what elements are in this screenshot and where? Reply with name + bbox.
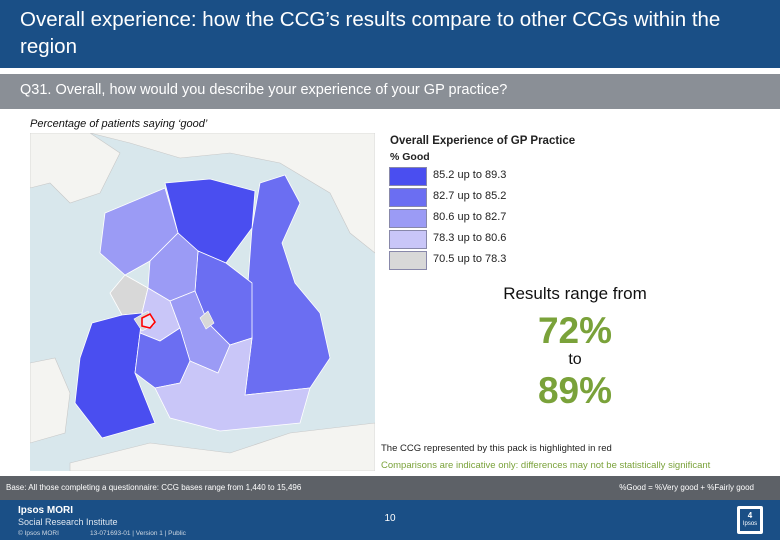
legend-swatch	[389, 167, 427, 186]
legend-label: 70.5 up to 78.3	[433, 253, 507, 265]
region-south-west	[74, 312, 156, 439]
ipsos-icon: 4 Ipsos	[737, 506, 763, 534]
legend-item: 85.2 up to 89.3	[389, 167, 609, 186]
ipsos-mori-logo: Ipsos MORI	[18, 505, 74, 516]
job-reference: 13-071693-01 | Version 1 | Public	[90, 530, 186, 537]
legend-swatch	[389, 188, 427, 207]
region-south-east	[154, 337, 311, 432]
region-map-svg	[30, 133, 375, 471]
copyright: © Ipsos MORI	[18, 530, 59, 537]
range-low-value: 72%	[537, 310, 613, 351]
legend-swatch	[389, 230, 427, 249]
region-small-grey-east	[199, 310, 215, 330]
ipsos-icon-number: 4	[747, 511, 753, 520]
range-intro: Results range from	[503, 284, 647, 303]
legend-label: 78.3 up to 80.6	[433, 232, 507, 244]
northern-land	[30, 133, 375, 254]
map-subtitle: Percentage of patients saying ‘good’	[30, 118, 208, 130]
western-land	[30, 357, 71, 444]
legend-label: 80.6 up to 82.7	[433, 211, 507, 223]
sri-logo-text: Social Research Institute	[18, 517, 118, 527]
legend-item: 80.6 up to 82.7	[389, 209, 609, 228]
base-text: Base: All those completing a questionnai…	[6, 483, 302, 492]
legend-label: 85.2 up to 89.3	[433, 169, 507, 181]
question-bar: Q31. Overall, how would you describe you…	[0, 74, 780, 109]
legend-swatch	[389, 209, 427, 228]
legend-label: 82.7 up to 85.2	[433, 190, 507, 202]
highlighted-ccg	[141, 312, 156, 329]
highlight-note: The CCG represented by this pack is high…	[381, 443, 612, 454]
legend-title: Overall Experience of GP Practice	[390, 135, 576, 147]
southern-land	[69, 422, 375, 471]
ipsos-icon-word: Ipsos	[742, 521, 758, 527]
footer-bar: Ipsos MORI Social Research Institute © I…	[0, 500, 780, 540]
legend-swatch	[389, 251, 427, 270]
base-bar: Base: All those completing a questionnai…	[0, 476, 780, 500]
north-west-land	[30, 133, 121, 204]
legend-item: 82.7 up to 85.2	[389, 188, 609, 207]
indicative-note: Comparisons are indicative only: differe…	[381, 460, 711, 471]
legend-subtitle: % Good	[390, 151, 430, 163]
page-title: Overall experience: how the CCG’s result…	[20, 8, 721, 58]
good-definition: %Good = %Very good + %Fairly good	[619, 483, 754, 492]
region-map	[30, 133, 375, 471]
legend-item: 78.3 up to 80.6	[389, 230, 609, 249]
range-to: to	[568, 351, 582, 368]
legend-item: 70.5 up to 78.3	[389, 251, 609, 270]
map-legend: Overall Experience of GP Practice % Good…	[385, 133, 615, 273]
question-text: Q31. Overall, how would you describe you…	[20, 82, 508, 98]
page-number: 10	[384, 513, 396, 524]
header-bar: Overall experience: how the CCG’s result…	[0, 0, 780, 68]
range-high-value: 89%	[537, 370, 613, 411]
